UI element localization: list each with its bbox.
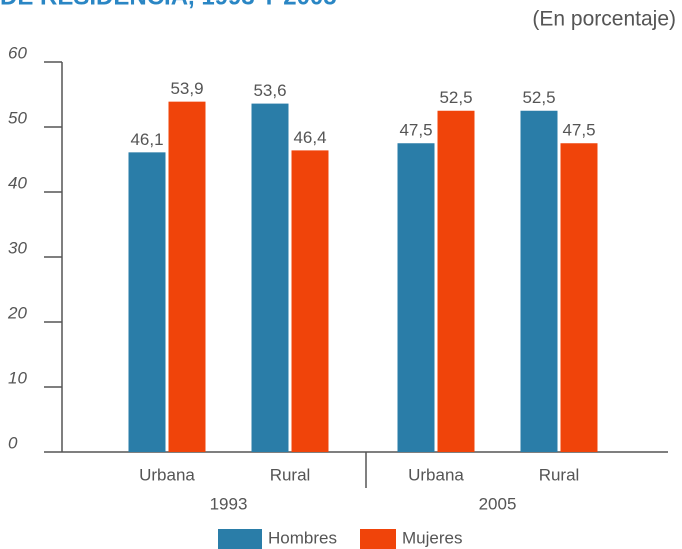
y-tick-label: 20 bbox=[7, 303, 27, 322]
bar bbox=[520, 110, 558, 452]
value-label: 53,9 bbox=[170, 79, 203, 98]
bar bbox=[437, 110, 475, 452]
value-label: 53,6 bbox=[253, 81, 286, 100]
y-tick-label: 60 bbox=[8, 43, 27, 62]
y-tick-label: 10 bbox=[8, 368, 27, 387]
bar bbox=[128, 152, 166, 452]
unit-note: (En porcentaje) bbox=[532, 8, 676, 31]
group-label: 1993 bbox=[210, 494, 248, 513]
legend-swatch bbox=[218, 529, 262, 549]
chart-title: DE RESIDENCIA, 1993 Y 2005 bbox=[0, 0, 337, 10]
y-tick-label: 50 bbox=[8, 108, 27, 127]
bar bbox=[291, 150, 329, 452]
x-tick-label: Urbana bbox=[139, 465, 195, 484]
y-tick-label: 40 bbox=[8, 173, 27, 192]
value-label: 52,5 bbox=[439, 88, 472, 107]
x-tick-label: Urbana bbox=[408, 465, 464, 484]
value-label: 46,1 bbox=[130, 130, 163, 149]
legend-label: Hombres bbox=[268, 528, 337, 547]
bar bbox=[560, 143, 598, 452]
bar bbox=[168, 101, 206, 453]
x-tick-label: Rural bbox=[539, 465, 580, 484]
bar bbox=[251, 103, 289, 452]
y-tick-label: 0 bbox=[8, 433, 18, 452]
bar bbox=[397, 143, 435, 452]
legend-swatch bbox=[360, 529, 396, 549]
x-tick-label: Rural bbox=[270, 465, 311, 484]
value-label: 46,4 bbox=[293, 128, 326, 147]
value-label: 52,5 bbox=[522, 88, 555, 107]
legend-label: Mujeres bbox=[402, 528, 462, 547]
value-label: 47,5 bbox=[399, 121, 432, 140]
value-label: 47,5 bbox=[562, 121, 595, 140]
group-label: 2005 bbox=[479, 494, 517, 513]
y-tick-label: 30 bbox=[8, 238, 27, 257]
